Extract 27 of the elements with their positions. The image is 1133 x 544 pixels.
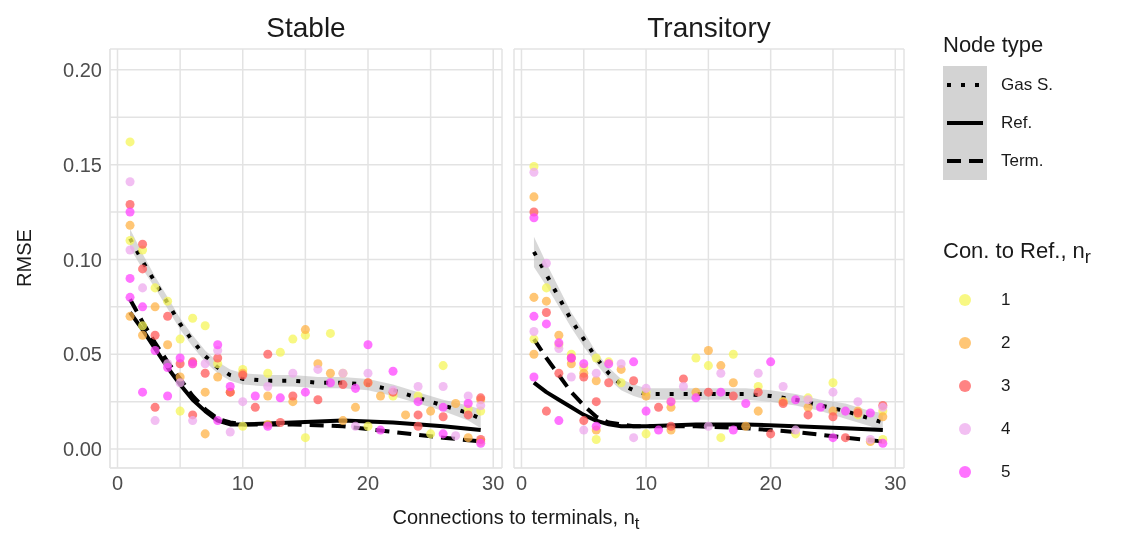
x-tick-label: 10 [634, 472, 658, 495]
chart-title: Transitory [646, 11, 772, 45]
y-tick-label: 0.15 [63, 153, 102, 176]
x-tick-label: 10 [231, 472, 254, 495]
x-tick-label: 0 [515, 472, 528, 495]
legend-label: 5 [1001, 461, 1011, 482]
legend-label: 4 [1001, 418, 1011, 439]
chart-title: Stable [265, 11, 347, 45]
legend-label: 2 [1001, 332, 1011, 353]
y-tick-label: 0.10 [63, 248, 102, 271]
x-tick-label: 20 [759, 472, 782, 495]
x-tick-label: 30 [884, 472, 907, 495]
legend-label: 3 [1001, 375, 1011, 396]
y-tick-label: 0.00 [63, 438, 102, 461]
legend-label: 1 [1001, 289, 1011, 310]
y-tick-label: 0.20 [63, 58, 102, 81]
x-tick-label: 0 [111, 472, 124, 495]
legend-label: Gas S. [1001, 75, 1053, 95]
legend-label: Ref. [1001, 113, 1033, 133]
legend-label: Term. [1001, 151, 1044, 171]
x-tick-label: 30 [482, 472, 505, 495]
y-axis-title: RMSE [12, 229, 36, 287]
x-axis-title: Connections to terminals, n$_{t}$ [391, 506, 641, 534]
y-tick-label: 0.05 [63, 343, 102, 366]
text: Con. to Ref., n$_{r}$ [943, 238, 1091, 269]
x-tick-label: 20 [356, 472, 380, 495]
legend-title: Node type [943, 32, 1045, 58]
